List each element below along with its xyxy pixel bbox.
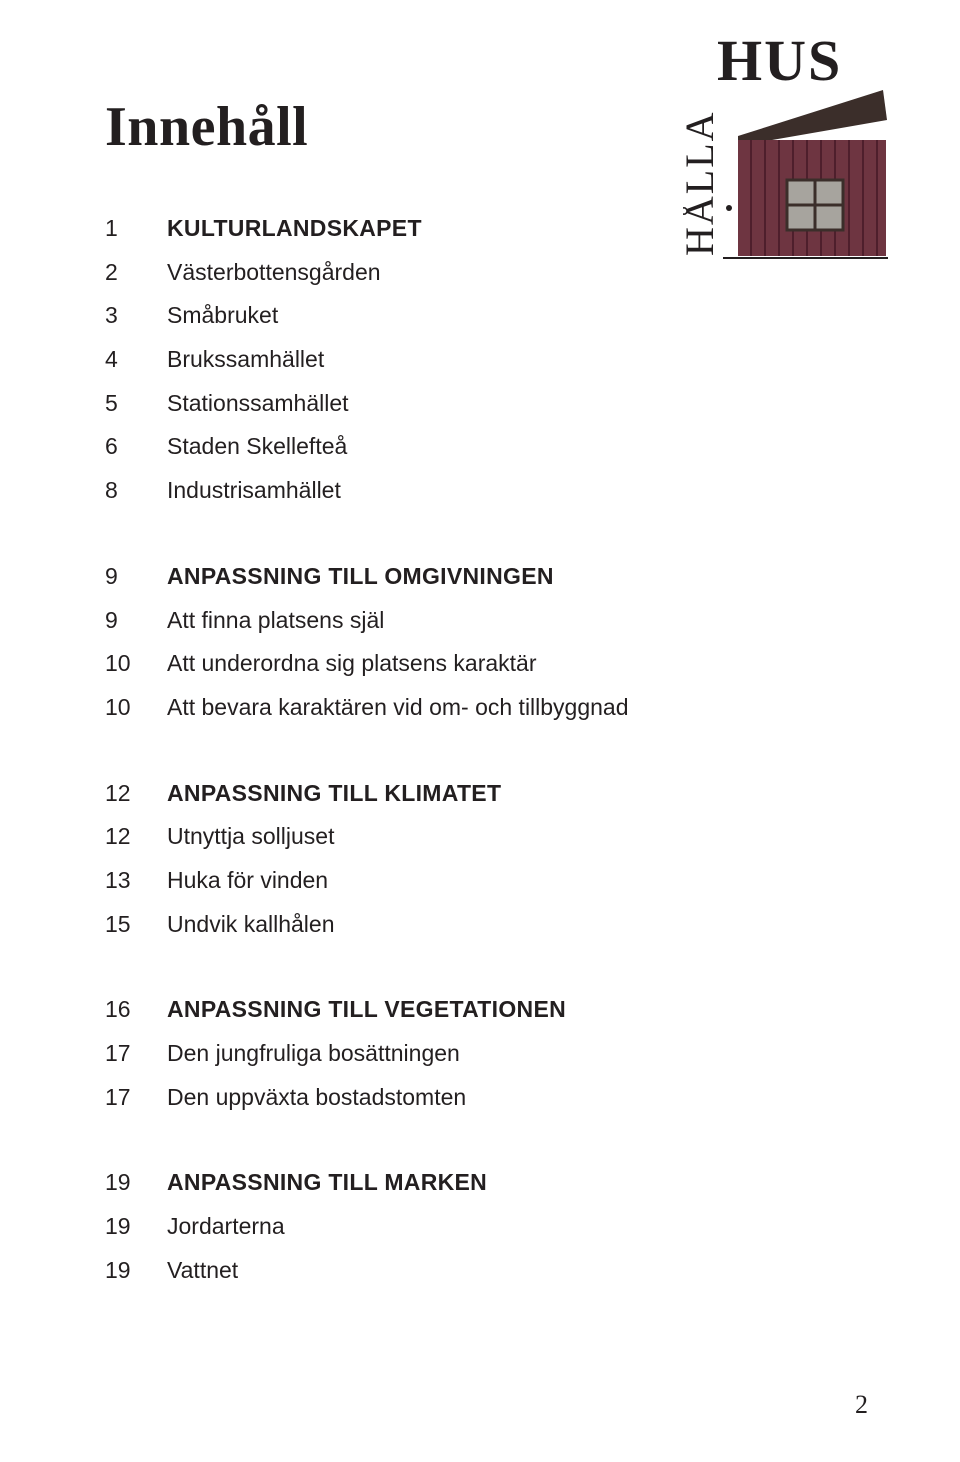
toc-page-ref: 9 xyxy=(105,555,167,599)
toc-page-ref: 1 xyxy=(105,207,167,251)
toc-entry: Att underordna sig platsens karaktär xyxy=(167,642,870,686)
toc-row: 13Huka för vinden xyxy=(105,859,870,903)
logo-text-halla: HÅLLA xyxy=(683,110,722,256)
logo-text-hus: HUS xyxy=(717,28,842,93)
toc-page-ref: 9 xyxy=(105,599,167,643)
toc-entry: Huka för vinden xyxy=(167,859,870,903)
toc-page-ref: 17 xyxy=(105,1076,167,1120)
page-container: HUS HÅLLA xyxy=(0,0,960,1462)
toc-section: 12ANPASSNING TILL KLIMATET12Utnyttja sol… xyxy=(105,772,870,947)
toc-page-ref: 15 xyxy=(105,903,167,947)
toc-entry: Småbruket xyxy=(167,294,870,338)
toc-entry: Den jungfruliga bosättningen xyxy=(167,1032,870,1076)
table-of-contents: 1KULTURLANDSKAPET2Västerbottensgården3Sm… xyxy=(105,207,870,1292)
toc-page-ref: 8 xyxy=(105,469,167,513)
toc-row: 5Stationssamhället xyxy=(105,382,870,426)
toc-row: 17Den jungfruliga bosättningen xyxy=(105,1032,870,1076)
toc-entry: Brukssamhället xyxy=(167,338,870,382)
toc-page-ref: 17 xyxy=(105,1032,167,1076)
toc-entry: Den uppväxta bostadstomten xyxy=(167,1076,870,1120)
toc-page-ref: 16 xyxy=(105,988,167,1032)
toc-row: 4Brukssamhället xyxy=(105,338,870,382)
toc-row: 16ANPASSNING TILL VEGETATIONEN xyxy=(105,988,870,1032)
logo-house-icon xyxy=(723,90,888,258)
page-number: 2 xyxy=(855,1390,868,1420)
toc-row: 12Utnyttja solljuset xyxy=(105,815,870,859)
toc-row: 8Industrisamhället xyxy=(105,469,870,513)
toc-entry: Utnyttja solljuset xyxy=(167,815,870,859)
toc-entry: Jordarterna xyxy=(167,1205,870,1249)
toc-row: 9Att finna platsens själ xyxy=(105,599,870,643)
toc-row: 12ANPASSNING TILL KLIMATET xyxy=(105,772,870,816)
toc-section: 16ANPASSNING TILL VEGETATIONEN17Den jung… xyxy=(105,988,870,1119)
toc-row: 19Vattnet xyxy=(105,1249,870,1293)
toc-section: 9ANPASSNING TILL OMGIVNINGEN9Att finna p… xyxy=(105,555,870,730)
toc-page-ref: 5 xyxy=(105,382,167,426)
toc-entry-heading: ANPASSNING TILL OMGIVNINGEN xyxy=(167,555,870,599)
toc-row: 10Att bevara karaktären vid om- och till… xyxy=(105,686,870,730)
toc-entry: Undvik kallhålen xyxy=(167,903,870,947)
toc-page-ref: 12 xyxy=(105,815,167,859)
toc-page-ref: 3 xyxy=(105,294,167,338)
toc-row: 10Att underordna sig platsens karaktär xyxy=(105,642,870,686)
toc-row: 9ANPASSNING TILL OMGIVNINGEN xyxy=(105,555,870,599)
toc-page-ref: 4 xyxy=(105,338,167,382)
toc-page-ref: 2 xyxy=(105,251,167,295)
toc-section: 19ANPASSNING TILL MARKEN19Jordarterna19V… xyxy=(105,1161,870,1292)
toc-row: 3Småbruket xyxy=(105,294,870,338)
toc-row: 19ANPASSNING TILL MARKEN xyxy=(105,1161,870,1205)
toc-page-ref: 13 xyxy=(105,859,167,903)
logo-svg: HUS HÅLLA xyxy=(683,28,888,263)
logo-hallahus: HUS HÅLLA xyxy=(683,28,888,263)
toc-row: 19Jordarterna xyxy=(105,1205,870,1249)
toc-entry-heading: ANPASSNING TILL KLIMATET xyxy=(167,772,870,816)
toc-row: 15Undvik kallhålen xyxy=(105,903,870,947)
toc-page-ref: 10 xyxy=(105,642,167,686)
toc-page-ref: 19 xyxy=(105,1205,167,1249)
toc-entry: Vattnet xyxy=(167,1249,870,1293)
toc-page-ref: 6 xyxy=(105,425,167,469)
toc-row: 6Staden Skellefteå xyxy=(105,425,870,469)
toc-entry-heading: ANPASSNING TILL VEGETATIONEN xyxy=(167,988,870,1032)
toc-entry: Staden Skellefteå xyxy=(167,425,870,469)
toc-row: 17Den uppväxta bostadstomten xyxy=(105,1076,870,1120)
toc-page-ref: 10 xyxy=(105,686,167,730)
toc-page-ref: 19 xyxy=(105,1249,167,1293)
toc-page-ref: 19 xyxy=(105,1161,167,1205)
toc-entry: Att bevara karaktären vid om- och tillby… xyxy=(167,686,870,730)
toc-entry-heading: ANPASSNING TILL MARKEN xyxy=(167,1161,870,1205)
toc-entry: Stationssamhället xyxy=(167,382,870,426)
toc-entry: Industrisamhället xyxy=(167,469,870,513)
toc-entry: Att finna platsens själ xyxy=(167,599,870,643)
toc-page-ref: 12 xyxy=(105,772,167,816)
